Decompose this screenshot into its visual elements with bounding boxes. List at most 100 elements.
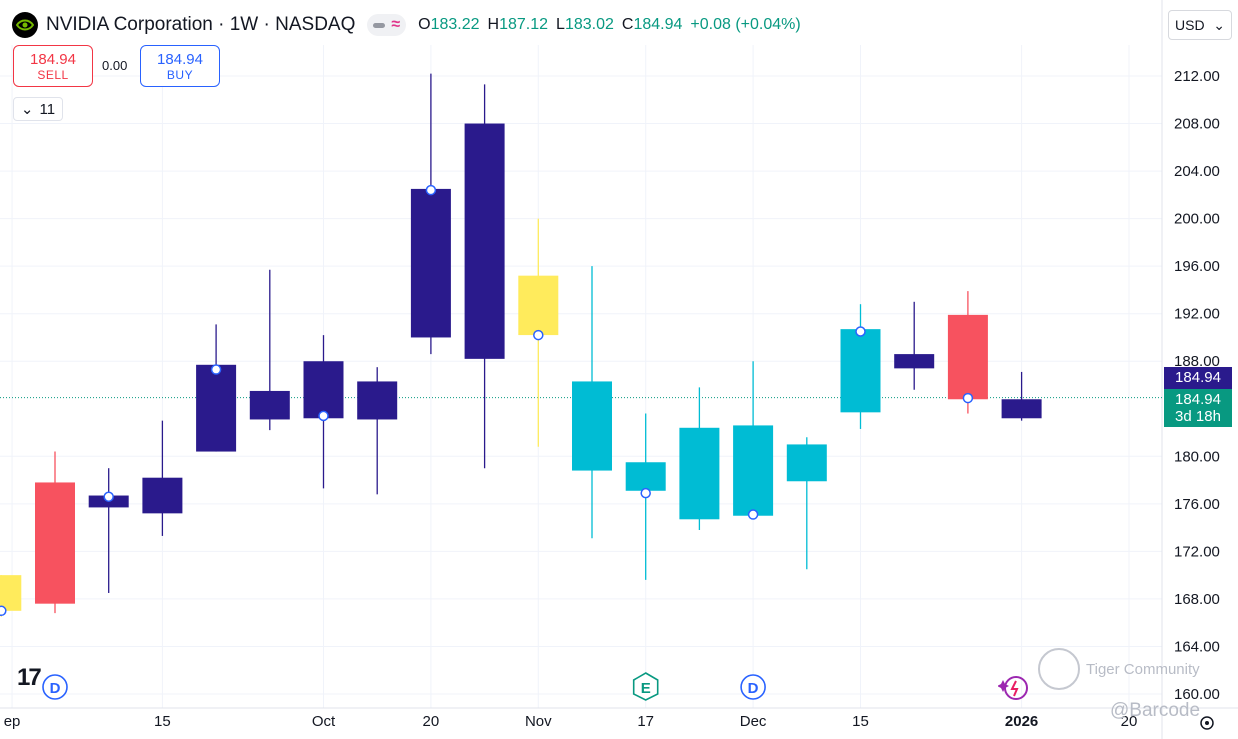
x-tick-label: 15	[852, 713, 869, 730]
close-value: 184.94	[633, 16, 683, 33]
candle-body	[625, 462, 666, 491]
open-value: 183.22	[430, 16, 480, 33]
event-marker-label: D	[50, 680, 61, 697]
y-tick-label: 188.00	[1174, 353, 1220, 370]
y-tick-label: 180.00	[1174, 448, 1220, 465]
spread-value: 0.00	[102, 58, 128, 73]
candle-body	[947, 314, 988, 400]
x-tick-label: 20	[1121, 713, 1138, 730]
currency-label: USD	[1175, 17, 1205, 33]
indicators-toggle[interactable]: ⌄ 11	[13, 97, 63, 121]
community-text: Tiger Community	[1086, 660, 1200, 678]
change-value: +0.08 (+0.04%)	[690, 16, 801, 33]
earnings-marker-icon	[632, 672, 659, 701]
candle-body	[840, 329, 881, 413]
low-label: L	[556, 16, 565, 33]
symbol-header: NVIDIA Corporation · 1W · NASDAQ ≈ O183.…	[12, 10, 801, 40]
countdown-price: 184.94	[1175, 391, 1221, 408]
x-tick-label: 20	[423, 713, 440, 730]
candle-body	[303, 361, 344, 419]
buy-button[interactable]: 184.94 BUY	[140, 45, 220, 87]
chevron-down-icon: ⌄	[1213, 16, 1225, 33]
candle-body	[572, 381, 612, 471]
dividend-marker-icon	[42, 674, 68, 700]
candle-body	[733, 425, 774, 516]
y-tick-label: 164.00	[1174, 638, 1220, 655]
y-tick-label: 208.00	[1174, 116, 1220, 133]
event-marker	[210, 364, 222, 375]
y-tick-label: 204.00	[1174, 163, 1220, 180]
candle-body	[249, 390, 290, 420]
sell-button[interactable]: 184.94 SELL	[13, 45, 93, 87]
event-marker	[0, 605, 7, 617]
candle-body	[196, 364, 237, 452]
chevron-down-icon: ⌄	[20, 101, 34, 118]
candle-body	[894, 354, 935, 369]
sell-label: SELL	[37, 67, 69, 82]
ohlc-values: O183.22 H187.12 L183.02 C184.94 +0.08 (+…	[418, 16, 801, 34]
status-dash-icon	[373, 22, 386, 28]
event-marker	[640, 487, 651, 499]
tiger-logo-icon	[1038, 648, 1080, 690]
high-label: H	[487, 16, 500, 33]
buy-price: 184.94	[157, 50, 203, 68]
event-marker	[318, 410, 329, 422]
buy-label: BUY	[166, 67, 194, 82]
candle-body	[1001, 399, 1042, 419]
event-marker	[747, 509, 759, 520]
y-tick-label: 172.00	[1174, 543, 1220, 560]
candle-body	[142, 477, 183, 514]
high-value: 187.12	[499, 16, 549, 33]
candle-body	[786, 444, 827, 482]
y-tick-label: 196.00	[1174, 258, 1220, 275]
indicator-status-pill[interactable]: ≈	[367, 14, 407, 36]
community-watermark: Tiger Community	[1038, 648, 1200, 690]
candle-body	[464, 123, 505, 359]
x-tick-label: Oct	[312, 713, 336, 730]
symbol-title[interactable]: NVIDIA Corporation · 1W · NASDAQ	[46, 14, 356, 35]
realtime-wave-icon: ≈	[391, 16, 401, 33]
y-tick-label: 176.00	[1174, 496, 1220, 513]
countdown-time: 3d 18h	[1175, 408, 1221, 425]
event-marker	[962, 392, 974, 404]
last-price-value: 184.94	[1175, 369, 1221, 386]
candle-body	[0, 575, 22, 611]
tradingview-logo-icon[interactable]: 17	[17, 664, 42, 691]
settings-gear-icon[interactable]	[1196, 713, 1218, 733]
currency-select[interactable]: USD ⌄	[1168, 10, 1232, 40]
event-marker	[533, 329, 544, 341]
last-price-tag: 184.94	[1164, 367, 1232, 389]
candle-body	[357, 381, 398, 420]
nvidia-logo-icon	[12, 12, 38, 38]
y-tick-label: 192.00	[1174, 306, 1220, 323]
y-tick-label: 160.00	[1174, 686, 1220, 703]
event-marker-label: D	[748, 680, 759, 697]
candle-body	[410, 188, 451, 338]
ai-sparkle-icon[interactable]	[998, 674, 1032, 702]
y-tick-label: 212.00	[1174, 68, 1220, 85]
event-marker	[425, 184, 437, 196]
event-marker	[103, 491, 114, 502]
event-marker-label: E	[641, 680, 651, 697]
x-tick-label: 15	[154, 713, 171, 730]
x-tick-label: Nov	[525, 713, 552, 730]
indicators-count: 11	[39, 100, 56, 118]
candle-body	[518, 275, 559, 336]
x-tick-label: Dec	[740, 713, 767, 730]
x-tick-label: ep	[4, 713, 21, 730]
candle-body	[35, 482, 75, 604]
event-marker	[855, 326, 866, 337]
close-label: C	[621, 16, 634, 33]
x-tick-label: 2026	[1005, 713, 1038, 730]
x-tick-label: 17	[637, 713, 654, 730]
y-tick-label: 168.00	[1174, 591, 1220, 608]
dividend-marker-icon	[740, 674, 766, 700]
countdown-tag: 184.94 3d 18h	[1164, 389, 1232, 427]
y-tick-label: 200.00	[1174, 211, 1220, 228]
open-label: O	[418, 16, 431, 33]
author-handle: @Barcode	[1110, 700, 1201, 721]
sell-price: 184.94	[30, 50, 76, 68]
low-value: 183.02	[564, 16, 614, 33]
